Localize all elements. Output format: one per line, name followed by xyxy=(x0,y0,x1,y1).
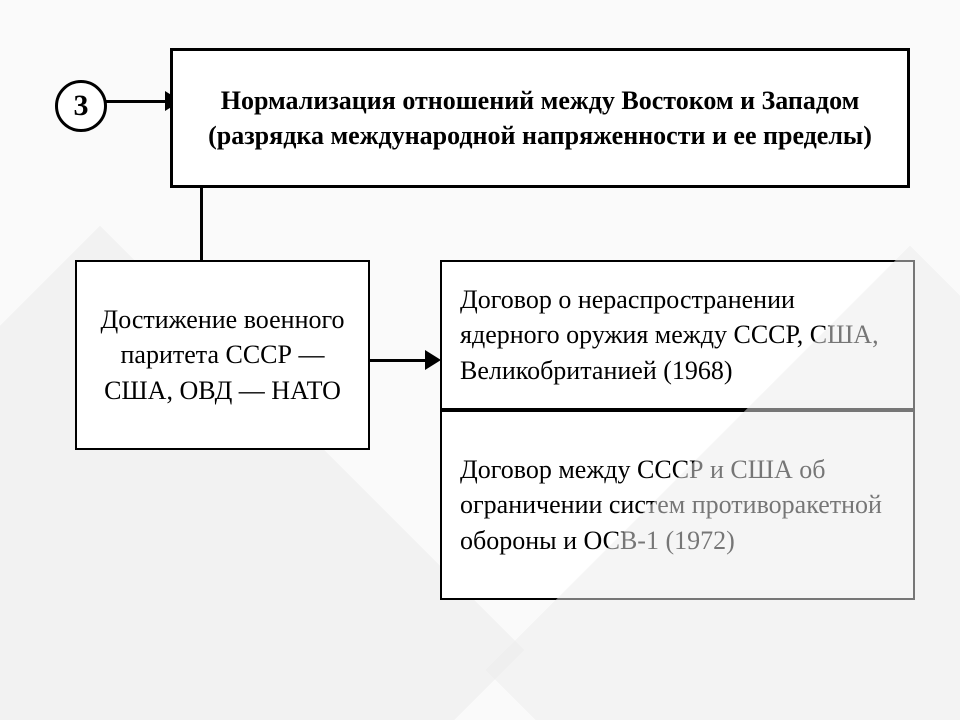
step-number-marker: 3 xyxy=(55,80,107,132)
top-box-normalization: Нормализация отношений между Востоком и … xyxy=(170,48,910,188)
right-box-treaty-1968: Договор о нераспространении ядерного ору… xyxy=(440,260,915,410)
connector-top-to-left xyxy=(200,188,203,260)
left-box-parity: Достижение военного паритета СССР — США,… xyxy=(75,260,370,450)
right-box-treaty-1972: Договор между СССР и США об ограничении … xyxy=(440,410,915,600)
diagram-slide: 3 Нормализация отношений между Востоком … xyxy=(0,0,960,720)
